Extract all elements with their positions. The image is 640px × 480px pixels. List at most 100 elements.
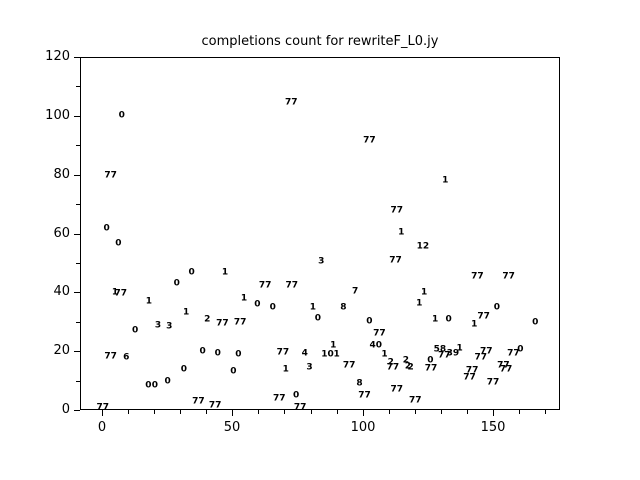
data-point-label: 40 <box>369 340 382 351</box>
x-minor-tick <box>128 410 129 414</box>
data-point-label: 77 <box>386 362 400 373</box>
data-point-label: 2 <box>404 361 412 372</box>
data-point-label: 0 <box>180 364 187 375</box>
data-point-label: 77 <box>497 360 510 371</box>
x-minor-tick <box>311 410 312 414</box>
y-major-tick <box>74 351 80 352</box>
data-point-label: 2 <box>402 355 410 366</box>
data-point-label: 0 <box>103 223 110 234</box>
x-minor-tick <box>467 410 468 414</box>
data-point-label: 77 <box>479 346 493 357</box>
y-tick-label: 20 <box>53 343 70 358</box>
data-point-label: 1 <box>282 364 289 375</box>
data-point-label: 0 <box>445 314 452 325</box>
data-point-label: 3 <box>318 256 325 267</box>
data-point-label: 1 <box>381 349 388 360</box>
y-major-tick <box>74 175 80 176</box>
data-point-label: 77 <box>363 135 376 146</box>
data-point-label: 77 <box>276 347 290 358</box>
y-major-tick <box>74 57 80 58</box>
data-point-label: 77 <box>192 396 205 407</box>
data-point-label: 2 <box>387 357 394 368</box>
data-point-label: 77 <box>507 348 520 359</box>
data-point-label: 1 <box>416 298 423 309</box>
data-point-label: 77 <box>373 328 386 339</box>
x-tick-label: 0 <box>97 420 107 435</box>
data-point-label: 77 <box>342 360 356 371</box>
data-point-label: 77 <box>502 271 515 282</box>
y-tick-label: 60 <box>53 226 70 241</box>
y-minor-tick <box>76 204 80 205</box>
x-major-tick <box>493 410 494 416</box>
data-point-label: 77 <box>471 271 484 282</box>
y-major-tick <box>74 234 80 235</box>
data-point-label: 7 <box>351 286 359 297</box>
x-minor-tick <box>337 410 338 414</box>
data-point-label: 8 <box>340 302 347 313</box>
data-point-label: 77 <box>208 400 222 411</box>
x-tick-label: 150 <box>480 420 506 435</box>
y-minor-tick <box>76 381 80 382</box>
data-point-label: 77 <box>272 393 286 404</box>
data-point-label: 8 <box>356 378 363 389</box>
data-point-label: 12 <box>416 241 430 252</box>
data-point-label: 0 <box>118 110 125 121</box>
data-point-label: 0 <box>145 380 152 391</box>
data-point-label: 0 <box>235 349 242 360</box>
data-point-label: 0 <box>314 313 321 324</box>
data-point-label: 77 <box>389 255 402 266</box>
data-point-label: 1 <box>421 287 428 298</box>
data-point-label: 0 <box>532 317 539 328</box>
y-minor-tick <box>76 86 80 87</box>
data-point-label: 77 <box>499 364 513 375</box>
data-point-label: 0 <box>293 390 300 401</box>
data-point-label: 0 <box>131 325 139 336</box>
data-point-label: 77 <box>409 395 422 406</box>
data-point-label: 77 <box>104 351 117 362</box>
data-point-label: 1 <box>442 175 449 186</box>
plot-area <box>80 57 560 410</box>
data-point-label: 3 <box>154 320 162 331</box>
data-point-label: 77 <box>465 365 479 376</box>
data-point-label: 77 <box>96 402 110 413</box>
x-tick-label: 50 <box>223 420 241 435</box>
data-point-label: 0 <box>115 238 122 249</box>
y-tick-label: 80 <box>53 167 70 182</box>
x-minor-tick <box>284 410 285 414</box>
data-point-label: 77 <box>114 288 128 299</box>
data-point-label: 0 <box>254 299 261 310</box>
x-minor-tick <box>258 410 259 414</box>
y-major-tick <box>74 292 80 293</box>
data-point-label: 77 <box>463 372 476 383</box>
data-point-label: 1 <box>221 267 229 278</box>
y-minor-tick <box>76 263 80 264</box>
data-point-label: 0 <box>173 278 180 289</box>
x-minor-tick <box>441 410 442 414</box>
data-point-label: 1 <box>333 349 340 360</box>
data-point-label: 1 <box>456 343 463 354</box>
data-point-label: 2 <box>204 314 211 325</box>
data-point-label: 0 <box>164 376 171 387</box>
data-point-label: 1 <box>431 314 439 325</box>
data-point-label: 6 <box>123 352 130 363</box>
data-point-label: 0 <box>199 346 206 357</box>
data-point-label: 77 <box>390 205 404 216</box>
data-point-label: 77 <box>474 352 488 363</box>
x-major-tick <box>232 410 233 416</box>
y-tick-label: 0 <box>61 402 70 417</box>
x-minor-tick <box>154 410 155 414</box>
x-tick-label: 100 <box>350 420 376 435</box>
x-major-tick <box>363 410 364 416</box>
data-point-label: 0 <box>517 344 524 355</box>
x-minor-tick <box>206 410 207 414</box>
x-minor-tick <box>389 410 390 414</box>
data-point-label: 77 <box>437 350 451 361</box>
data-point-label: 1 <box>398 227 405 238</box>
data-point-label: 1 <box>183 307 190 318</box>
data-point-label: 0 <box>366 316 373 327</box>
y-tick-label: 40 <box>53 284 70 299</box>
x-minor-tick <box>545 410 546 414</box>
data-point-label: 77 <box>104 170 117 181</box>
data-point-label: 77 <box>233 317 247 328</box>
data-point-label: 77 <box>216 318 229 329</box>
